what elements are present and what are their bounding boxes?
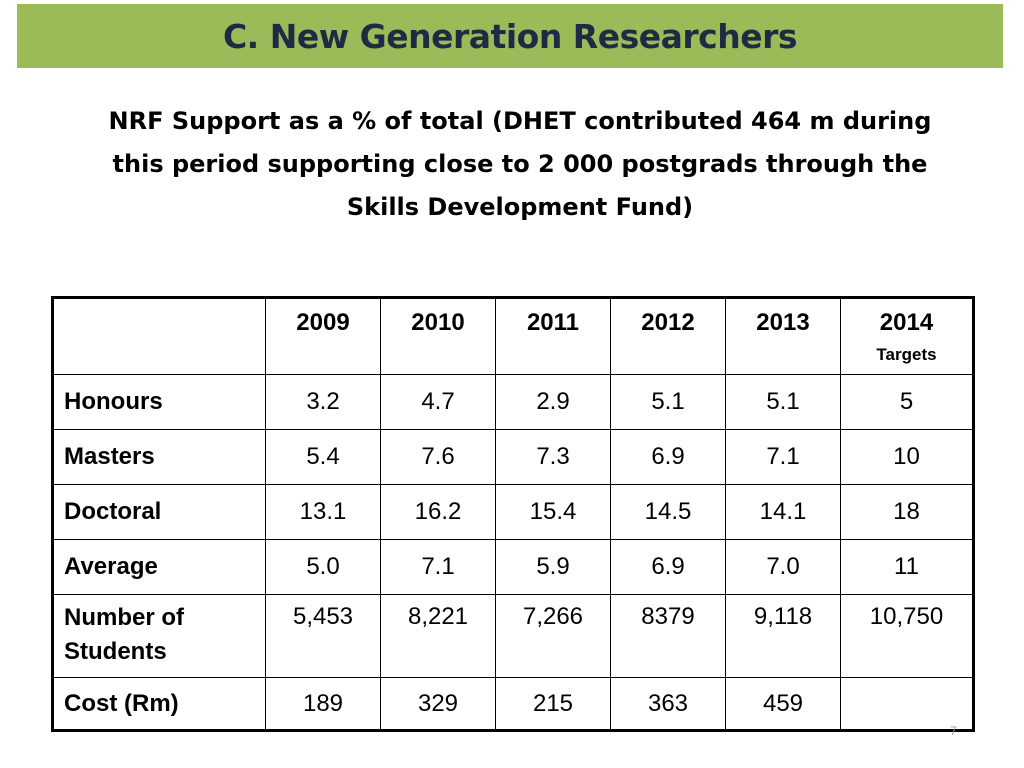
table-cell: 329	[380, 677, 496, 731]
table-cell: 8,221	[380, 594, 496, 678]
table-cell: 5,453	[265, 594, 381, 678]
table-cell: 6.9	[610, 429, 726, 485]
row-label: Number of Students	[52, 594, 266, 678]
table-cell: 7,266	[495, 594, 611, 678]
nrf-support-table: 2009 2010 2011 2012 2013 2014 Targets Hon…	[51, 296, 975, 732]
table-cell: 215	[495, 677, 611, 731]
header-year-cell: 2009	[265, 297, 381, 375]
table-row: Number of Students 5,453 8,221 7,266 837…	[52, 594, 974, 678]
header-year-cell: 2014 Targets	[840, 297, 974, 375]
table-cell: 14.5	[610, 484, 726, 540]
table-cell: 7.1	[725, 429, 841, 485]
subtitle-line: this period supporting close to 2 000 po…	[112, 150, 928, 178]
table-row: Masters 5.4 7.6 7.3 6.9 7.1 10	[52, 429, 974, 485]
table-cell: 3.2	[265, 374, 381, 430]
table-cell: 363	[610, 677, 726, 731]
table-row: Cost (Rm) 189 329 215 363 459	[52, 677, 974, 731]
slide-title: C. New Generation Researchers	[222, 16, 798, 56]
table-cell: 18	[840, 484, 974, 540]
table-cell: 4.7	[380, 374, 496, 430]
table-header-row: 2009 2010 2011 2012 2013 2014 Targets	[52, 297, 974, 375]
table-cell: 10,750	[840, 594, 974, 678]
table-cell: 8379	[610, 594, 726, 678]
table-cell: 7.0	[725, 539, 841, 595]
row-label: Doctoral	[52, 484, 266, 540]
table-cell: 5.4	[265, 429, 381, 485]
table-row: Average 5.0 7.1 5.9 6.9 7.0 11	[52, 539, 974, 595]
table-cell: 10	[840, 429, 974, 485]
table-cell: 11	[840, 539, 974, 595]
row-label: Average	[52, 539, 266, 595]
table-cell: 14.1	[725, 484, 841, 540]
targets-label: Targets	[876, 345, 937, 364]
table-cell: 5.9	[495, 539, 611, 595]
table-cell: 7.3	[495, 429, 611, 485]
table-cell	[840, 677, 974, 731]
table-cell: 459	[725, 677, 841, 731]
table-cell: 6.9	[610, 539, 726, 595]
row-label-line: Number of	[64, 604, 184, 631]
subtitle-line: Skills Development Fund)	[346, 193, 694, 221]
table-cell: 5.0	[265, 539, 381, 595]
table-cell: 7.6	[380, 429, 496, 485]
subtitle-line: NRF Support as a % of total (DHET contri…	[108, 107, 932, 135]
table-cell: 9,118	[725, 594, 841, 678]
table-cell: 5.1	[725, 374, 841, 430]
header-year-cell: 2012	[610, 297, 726, 375]
row-label-line: Students	[64, 638, 167, 665]
row-label: Cost (Rm)	[52, 677, 266, 731]
header-year-cell: 2013	[725, 297, 841, 375]
row-label: Honours	[52, 374, 266, 430]
page-number: 7	[950, 724, 957, 738]
table-cell: 7.1	[380, 539, 496, 595]
table-cell: 2.9	[495, 374, 611, 430]
header-empty-cell	[52, 297, 266, 375]
header-year-cell: 2011	[495, 297, 611, 375]
table-cell: 16.2	[380, 484, 496, 540]
table-cell: 5.1	[610, 374, 726, 430]
row-label: Masters	[52, 429, 266, 485]
table-cell: 15.4	[495, 484, 611, 540]
title-banner: C. New Generation Researchers	[17, 4, 1003, 68]
table-cell: 13.1	[265, 484, 381, 540]
slide-subtitle: NRF Support as a % of total (DHET contri…	[60, 100, 980, 229]
table-cell: 5	[840, 374, 974, 430]
header-year-cell: 2010	[380, 297, 496, 375]
table-row: Doctoral 13.1 16.2 15.4 14.5 14.1 18	[52, 484, 974, 540]
table-cell: 189	[265, 677, 381, 731]
table-row: Honours 3.2 4.7 2.9 5.1 5.1 5	[52, 374, 974, 430]
